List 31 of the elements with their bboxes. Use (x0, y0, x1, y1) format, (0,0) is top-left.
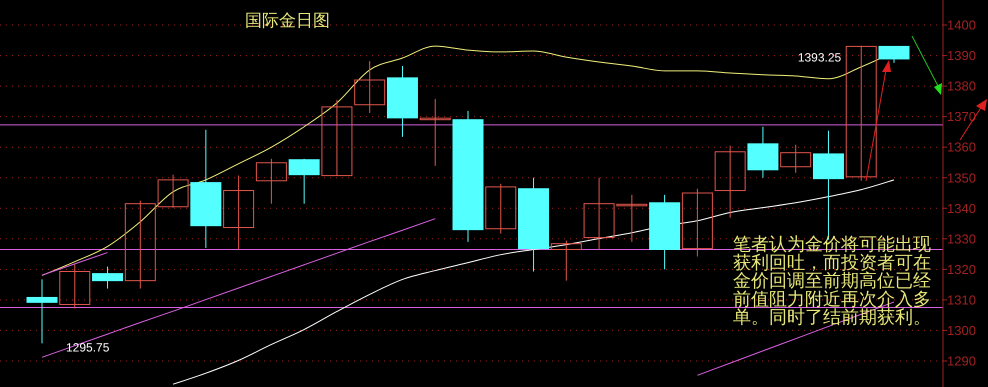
y-tick-label: 1290 (947, 354, 976, 369)
annotation: 1393.25 (798, 50, 842, 65)
y-tick-label: 1380 (947, 78, 976, 94)
candlestick (485, 183, 516, 234)
candlestick (354, 60, 386, 114)
candlestick (420, 98, 451, 166)
text: 国际金日图 (245, 11, 330, 31)
y-tick-label: 1330 (947, 231, 976, 246)
line-series (172, 179, 894, 385)
y-tick-label: 1300 (947, 322, 976, 338)
y-tick-label: 1370 (947, 109, 976, 124)
y-tick-label: 1310 (947, 292, 976, 308)
candlestick (223, 175, 254, 250)
candlestick (59, 264, 90, 309)
candlestick (321, 99, 352, 176)
y-tick-label: 1390 (947, 48, 976, 64)
candlestick (846, 45, 877, 182)
candlestick (616, 194, 648, 242)
y-tick-label: 1400 (947, 18, 976, 33)
annotation: 1295.75 (66, 340, 110, 354)
y-tick-label: 1320 (947, 262, 976, 277)
y-tick-label: 1340 (947, 200, 976, 216)
y-tick-label: 1350 (947, 170, 976, 186)
candlestick (256, 158, 287, 204)
candlestick (714, 145, 746, 218)
candlestick (682, 188, 713, 258)
candlestick (26, 278, 58, 344)
candlestick (780, 144, 812, 174)
candlestick (550, 240, 582, 282)
y-tick-label: 1360 (947, 140, 976, 155)
candlestick (584, 177, 615, 250)
